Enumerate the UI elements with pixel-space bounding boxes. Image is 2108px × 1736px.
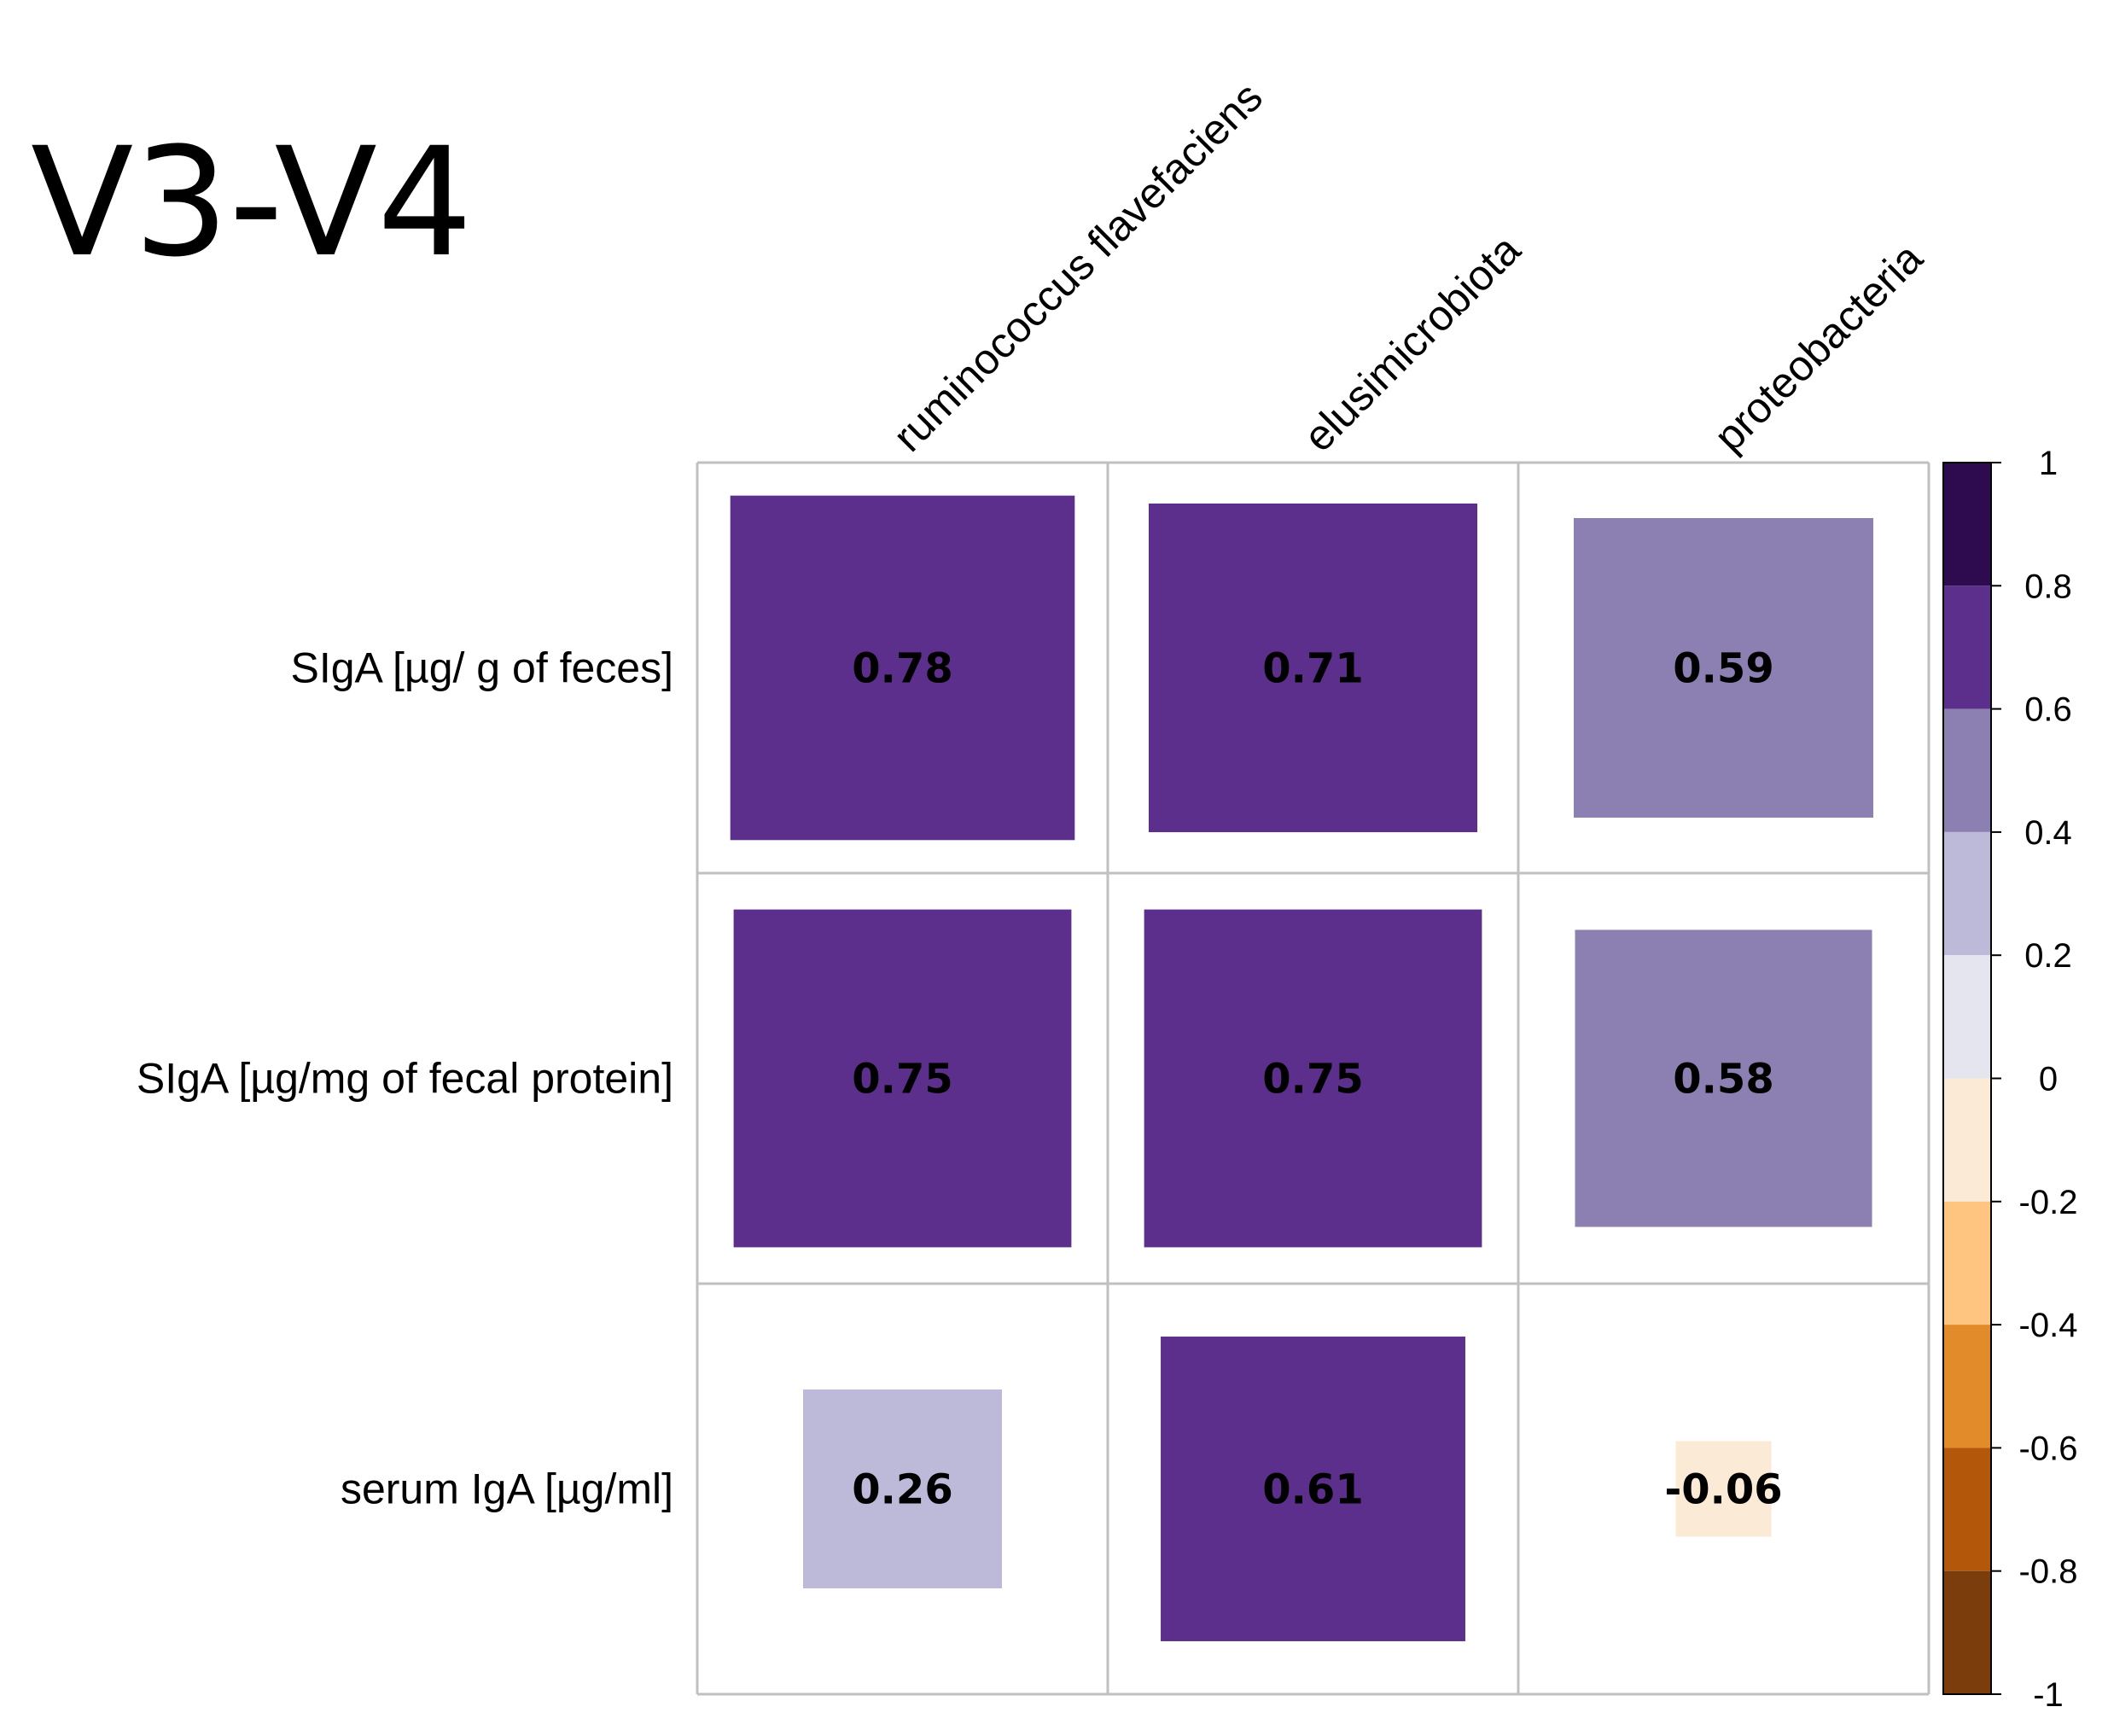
cell-value-label: 0.61	[1262, 1466, 1363, 1514]
colorbar-bin	[1943, 1078, 1991, 1202]
row-labels: SIgA [µg/ g of feces] SIgA [µg/mg of feca…	[137, 644, 673, 1513]
colorbar-tick-label: 0.8	[2024, 568, 2072, 605]
heatmap-cell	[802, 1389, 1003, 1589]
colorbar-tick-label: 0.6	[2024, 691, 2072, 729]
heatmap-cell	[1161, 1337, 1465, 1641]
colorbar-bin	[1943, 1448, 1991, 1571]
heatmap-cell	[1148, 503, 1478, 833]
colorbar-tick-label: 0.2	[2024, 937, 2072, 975]
cell-value-label: 0.75	[852, 1056, 952, 1104]
colorbar-tick-label: -0.8	[2019, 1553, 2078, 1591]
colorbar-bin	[1943, 1570, 1991, 1694]
row-label-serum-iga-g-ml: serum IgA [µg/ml]	[341, 1465, 673, 1513]
heatmap-cell	[1573, 517, 1874, 818]
colorbar-tick-label: -0.6	[2019, 1430, 2078, 1467]
cell-value-label: 0.78	[852, 645, 952, 693]
column-label-ruminococcus-flavefaciens: ruminococcus flavefaciens	[884, 73, 1272, 461]
column-label-elusimicrobiota: elusimicrobiota	[1295, 225, 1530, 461]
colorbar-tick-label: -0.2	[2019, 1184, 2078, 1221]
colorbar-tick-label: 1	[2039, 445, 2058, 482]
heatmap-cell	[733, 909, 1072, 1248]
colorbar-tick-label: 0.4	[2024, 814, 2072, 852]
cell-value-label: 0.59	[1673, 645, 1773, 693]
heatmap-cell	[1144, 909, 1482, 1248]
row-label-siga-g-g-of-feces: SIgA [µg/ g of feces]	[290, 644, 673, 692]
colorbar-tick-label: -0.4	[2019, 1307, 2078, 1344]
colorbar-bin	[1943, 1201, 1991, 1325]
cell-value-label: 0.71	[1262, 645, 1363, 693]
colorbar-tick-label: -1	[2033, 1676, 2064, 1714]
colorbar-bin	[1943, 831, 1991, 956]
cell-value-label: 0.75	[1262, 1056, 1363, 1104]
colorbar-bin	[1943, 955, 1991, 1079]
heatmap-value-labels: 0.78 0.71 0.59 0.75 0.75 0.58 0.26 0.61 -0.06	[852, 645, 1782, 1514]
colorbar-bin	[1943, 585, 1991, 709]
colorbar-bin	[1943, 463, 1991, 586]
heatmap-grid	[696, 461, 1930, 1696]
colorbar-bin	[1943, 708, 1991, 832]
row-label-siga-g-mg-of-fecal-protein: SIgA [µg/mg of fecal protein]	[137, 1055, 673, 1103]
colorbar-bin	[1943, 1325, 1991, 1448]
cell-value-label: 0.58	[1673, 1056, 1773, 1104]
heatmap-cells	[730, 495, 1874, 1641]
heatmap-cell	[1675, 1441, 1772, 1537]
column-label-proteobacteria: proteobacteria	[1705, 234, 1932, 461]
heatmap-cell	[730, 495, 1075, 841]
panel-title: V3-V4	[31, 115, 473, 290]
colorbar: 1 0.8 0.6 0.4 0.2 0 -0.2 -0.4 -0.6 -0.8 -1	[1942, 445, 2078, 1714]
cell-value-label: 0.26	[852, 1466, 952, 1514]
cell-value-label: -0.06	[1664, 1466, 1782, 1514]
colorbar-tick-label: 0	[2039, 1061, 2058, 1098]
heatmap-cell	[1575, 929, 1872, 1227]
column-labels: ruminococcus flavefaciens elusimicrobiota…	[884, 73, 1932, 461]
